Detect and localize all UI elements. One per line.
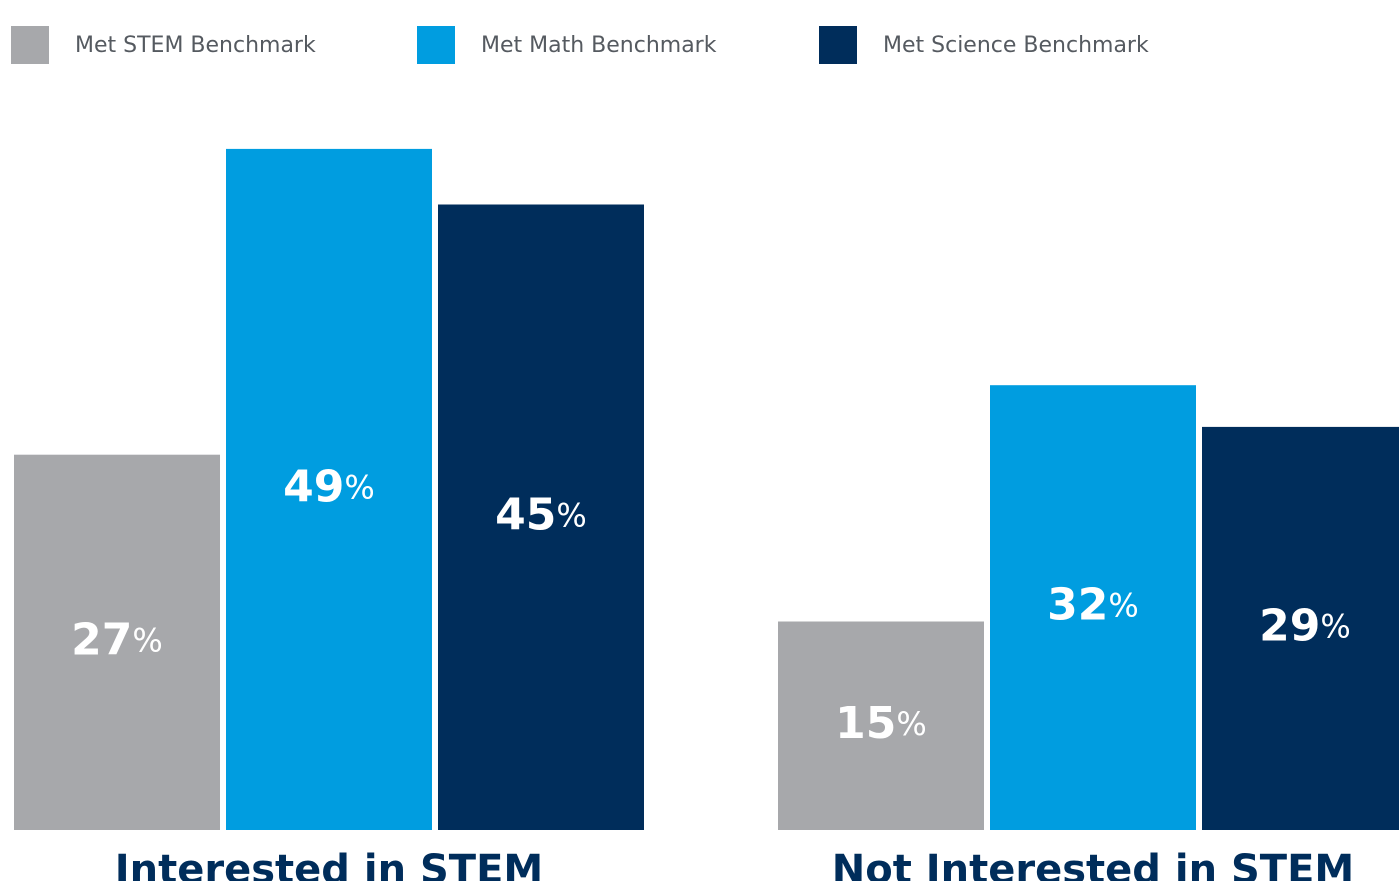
category-label: Interested in STEM — [115, 847, 543, 881]
data-label: 15% — [835, 698, 927, 749]
bar — [1202, 426, 1399, 830]
legend-swatch — [819, 26, 857, 64]
bar — [778, 621, 984, 830]
legend-label: Met STEM Benchmark — [75, 33, 316, 58]
data-label: 27% — [71, 614, 163, 665]
bar — [438, 204, 644, 830]
legend-swatch — [11, 26, 49, 64]
data-label: 32% — [1047, 580, 1139, 631]
bar — [990, 385, 1196, 830]
data-label: 29% — [1259, 600, 1351, 651]
bar — [14, 454, 220, 830]
data-label: 45% — [495, 489, 587, 540]
legend-label: Met Math Benchmark — [481, 33, 717, 58]
bar — [226, 148, 432, 830]
legend-label: Met Science Benchmark — [883, 33, 1149, 58]
category-label: Not Interested in STEM — [832, 847, 1354, 881]
data-label: 49% — [283, 461, 375, 512]
legend-swatch — [417, 26, 455, 64]
